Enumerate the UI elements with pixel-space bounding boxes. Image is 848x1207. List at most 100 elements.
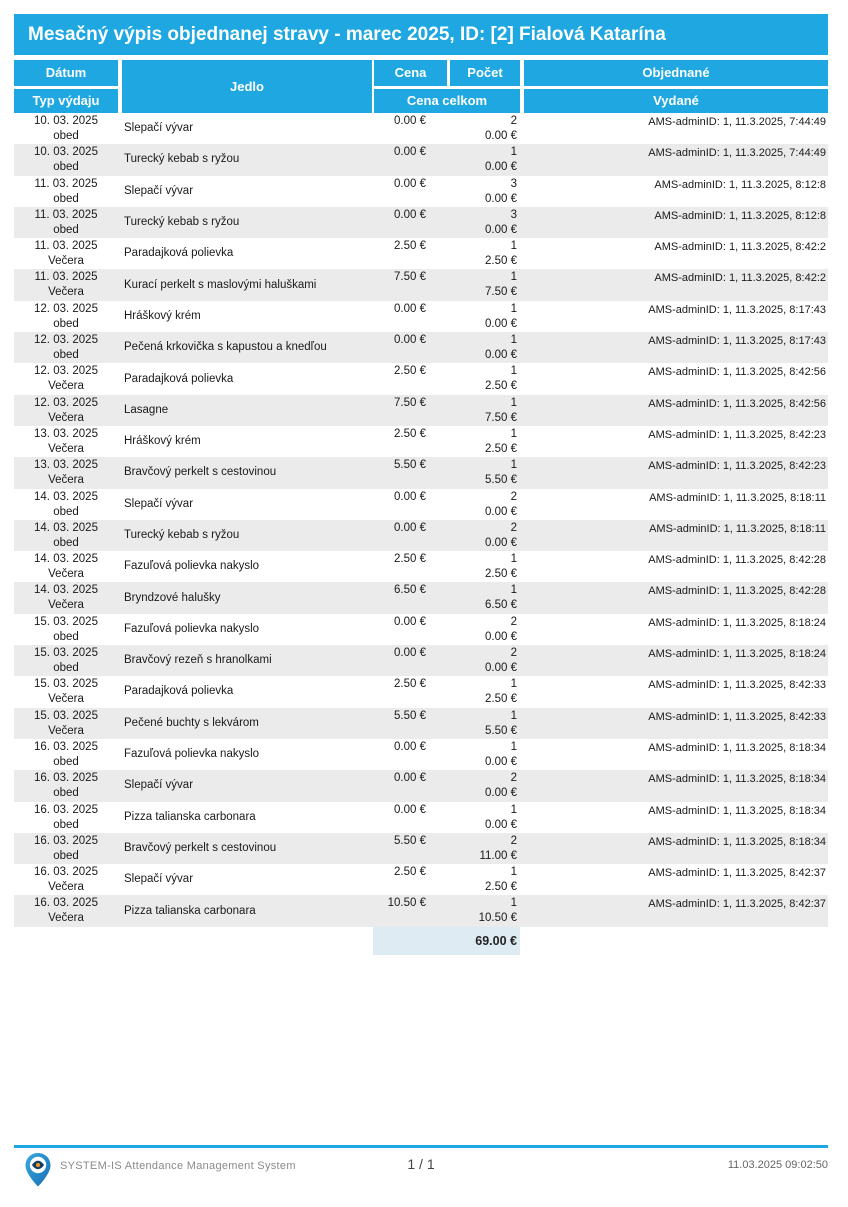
row-count-block: 2 0.00 € <box>374 646 517 676</box>
row-date: 16. 03. 2025 <box>34 866 98 879</box>
row-expense-type: obed <box>53 662 79 675</box>
row-ordered: AMS-adminID: 1, 11.3.2025, 8:42:28 <box>648 554 826 567</box>
grand-total-row: 69.00 € <box>14 927 828 955</box>
row-date: 15. 03. 2025 <box>34 615 98 628</box>
row-date-block: 10. 03. 2025 obed <box>14 145 118 175</box>
table-row: 14. 03. 2025 obed Turecký kebab s ryžou … <box>14 519 828 552</box>
row-count-block: 2 0.00 € <box>374 521 517 551</box>
row-ordered-block: AMS-adminID: 1, 11.3.2025, 8:42:23 <box>526 428 826 443</box>
row-date: 15. 03. 2025 <box>34 647 98 660</box>
row-ordered: AMS-adminID: 1, 11.3.2025, 7:44:49 <box>648 116 826 128</box>
table-row: 10. 03. 2025 obed Turecký kebab s ryžou … <box>14 144 828 176</box>
row-date-block: 12. 03. 2025 Večera <box>14 396 118 426</box>
row-ordered: AMS-adminID: 1, 11.3.2025, 8:18:34 <box>648 773 826 786</box>
row-price: 0.00 € <box>394 208 426 221</box>
row-meal: Kurací perkelt s maslovými haluškami <box>124 278 317 291</box>
row-count: 2 <box>510 115 517 127</box>
row-total-price: 0.00 € <box>485 818 517 831</box>
row-price: 0.00 € <box>394 302 426 315</box>
table-header: Dátum Typ výdaju Jedlo Cena Počet Cena c… <box>14 60 828 113</box>
table-row: 16. 03. 2025 obed Fazuľová polievka naky… <box>14 739 828 770</box>
row-price: 2.50 € <box>394 553 426 566</box>
page-number: 1 / 1 <box>407 1156 435 1172</box>
row-count: 1 <box>510 553 517 566</box>
row-date: 12. 03. 2025 <box>34 365 98 378</box>
row-date: 11. 03. 2025 <box>34 177 98 190</box>
row-date-block: 11. 03. 2025 Večera <box>14 239 118 269</box>
row-date-block: 15. 03. 2025 Večera <box>14 709 118 739</box>
row-meal: Pizza talianska carbonara <box>124 810 256 823</box>
row-ordered-block: AMS-adminID: 1, 11.3.2025, 7:44:49 <box>526 115 826 130</box>
table-row: 11. 03. 2025 Večera Paradajková polievka… <box>14 238 828 269</box>
row-count-block: 1 10.50 € <box>374 896 517 926</box>
row-total-price: 2.50 € <box>485 693 517 706</box>
table-row: 16. 03. 2025 obed Bravčový perkelt s ces… <box>14 832 828 865</box>
row-ordered: AMS-adminID: 1, 11.3.2025, 8:12:8 <box>654 209 826 222</box>
row-date-block: 10. 03. 2025 obed <box>14 114 118 144</box>
table-row: 16. 03. 2025 obed Slepačí vývar 0.00 € 2… <box>14 770 828 802</box>
row-meal: Slepačí vývar <box>124 497 194 510</box>
row-total-price: 2.50 € <box>485 568 517 581</box>
row-price: 5.50 € <box>394 459 426 472</box>
row-price: 0.00 € <box>394 647 426 660</box>
row-ordered-block: AMS-adminID: 1, 11.3.2025, 8:42:2 <box>526 240 826 255</box>
row-price: 0.00 € <box>394 521 426 534</box>
row-ordered-block: AMS-adminID: 1, 11.3.2025, 8:42:56 <box>526 365 826 380</box>
row-ordered: AMS-adminID: 1, 11.3.2025, 8:42:23 <box>648 460 826 473</box>
row-date-block: 14. 03. 2025 Večera <box>14 583 118 613</box>
table-row: 12. 03. 2025 obed Hráškový krém 0.00 € 1… <box>14 301 828 332</box>
row-expense-type: obed <box>53 818 79 831</box>
row-total-price: 7.50 € <box>485 286 517 299</box>
row-expense-type: Večera <box>48 255 84 268</box>
row-count: 1 <box>510 396 517 409</box>
row-count-block: 2 0.00 € <box>374 114 517 144</box>
row-count: 1 <box>510 240 517 253</box>
table-row: 15. 03. 2025 Večera Pečené buchty s lekv… <box>14 707 828 739</box>
row-date: 11. 03. 2025 <box>34 208 98 221</box>
row-total-price: 0.00 € <box>485 192 517 205</box>
table-row: 11. 03. 2025 Večera Kurací perkelt s mas… <box>14 269 828 301</box>
row-count-block: 2 0.00 € <box>374 490 517 520</box>
table-row: 12. 03. 2025 Večera Lasagne 7.50 € 1 7.5… <box>14 394 828 426</box>
row-ordered-block: AMS-adminID: 1, 11.3.2025, 8:42:37 <box>526 866 826 881</box>
column-header-typ-vydaju: Typ výdaju <box>14 89 118 113</box>
row-date: 11. 03. 2025 <box>34 240 98 253</box>
row-total-price: 10.50 € <box>478 912 517 925</box>
row-ordered-block: AMS-adminID: 1, 11.3.2025, 8:18:34 <box>526 772 826 787</box>
row-expense-type: Večera <box>48 724 84 737</box>
row-count: 2 <box>510 647 517 660</box>
row-expense-type: obed <box>53 849 79 862</box>
table-row: 15. 03. 2025 obed Bravčový rezeň s hrano… <box>14 645 828 677</box>
row-count: 1 <box>510 302 517 315</box>
row-expense-type: obed <box>53 130 79 142</box>
column-header-jedlo: Jedlo <box>122 60 372 113</box>
row-meal: Fazuľová polievka nakyslo <box>124 748 260 761</box>
row-ordered-block: AMS-adminID: 1, 11.3.2025, 8:18:24 <box>526 647 826 662</box>
row-ordered-block: AMS-adminID: 1, 11.3.2025, 8:12:8 <box>526 178 826 193</box>
table-row: 11. 03. 2025 obed Slepačí vývar 0.00 € 3… <box>14 176 828 207</box>
row-total-price: 0.00 € <box>485 755 517 768</box>
row-ordered-block: AMS-adminID: 1, 11.3.2025, 8:17:43 <box>526 303 826 318</box>
footer-brand-text: SYSTEM-IS Attendance Management System <box>60 1160 296 1172</box>
row-ordered-block: AMS-adminID: 1, 11.3.2025, 8:18:34 <box>526 835 826 850</box>
row-ordered-block: AMS-adminID: 1, 11.3.2025, 8:18:34 <box>526 804 826 819</box>
table-row: 12. 03. 2025 Večera Paradajková polievka… <box>14 363 828 394</box>
row-date-block: 16. 03. 2025 Večera <box>14 865 118 895</box>
row-expense-type: Večera <box>48 474 84 487</box>
row-meal: Bravčový perkelt s cestovinou <box>124 841 277 854</box>
row-expense-type: obed <box>53 161 79 174</box>
row-count: 1 <box>510 897 517 910</box>
row-count-block: 1 2.50 € <box>374 865 517 895</box>
row-price: 5.50 € <box>394 709 426 722</box>
table-row: 15. 03. 2025 Večera Paradajková polievka… <box>14 676 828 707</box>
row-date-block: 15. 03. 2025 obed <box>14 615 118 645</box>
row-meal: Paradajková polievka <box>124 685 234 698</box>
table-row: 14. 03. 2025 Večera Bryndzové halušky 6.… <box>14 582 828 614</box>
row-ordered: AMS-adminID: 1, 11.3.2025, 8:18:11 <box>649 522 826 535</box>
row-ordered: AMS-adminID: 1, 11.3.2025, 8:42:37 <box>648 867 826 880</box>
table-row: 16. 03. 2025 obed Pizza talianska carbon… <box>14 802 828 833</box>
row-date-block: 14. 03. 2025 obed <box>14 521 118 551</box>
row-date: 15. 03. 2025 <box>34 709 98 722</box>
table-row: 14. 03. 2025 Večera Fazuľová polievka na… <box>14 551 828 582</box>
row-price: 2.50 € <box>394 678 426 691</box>
